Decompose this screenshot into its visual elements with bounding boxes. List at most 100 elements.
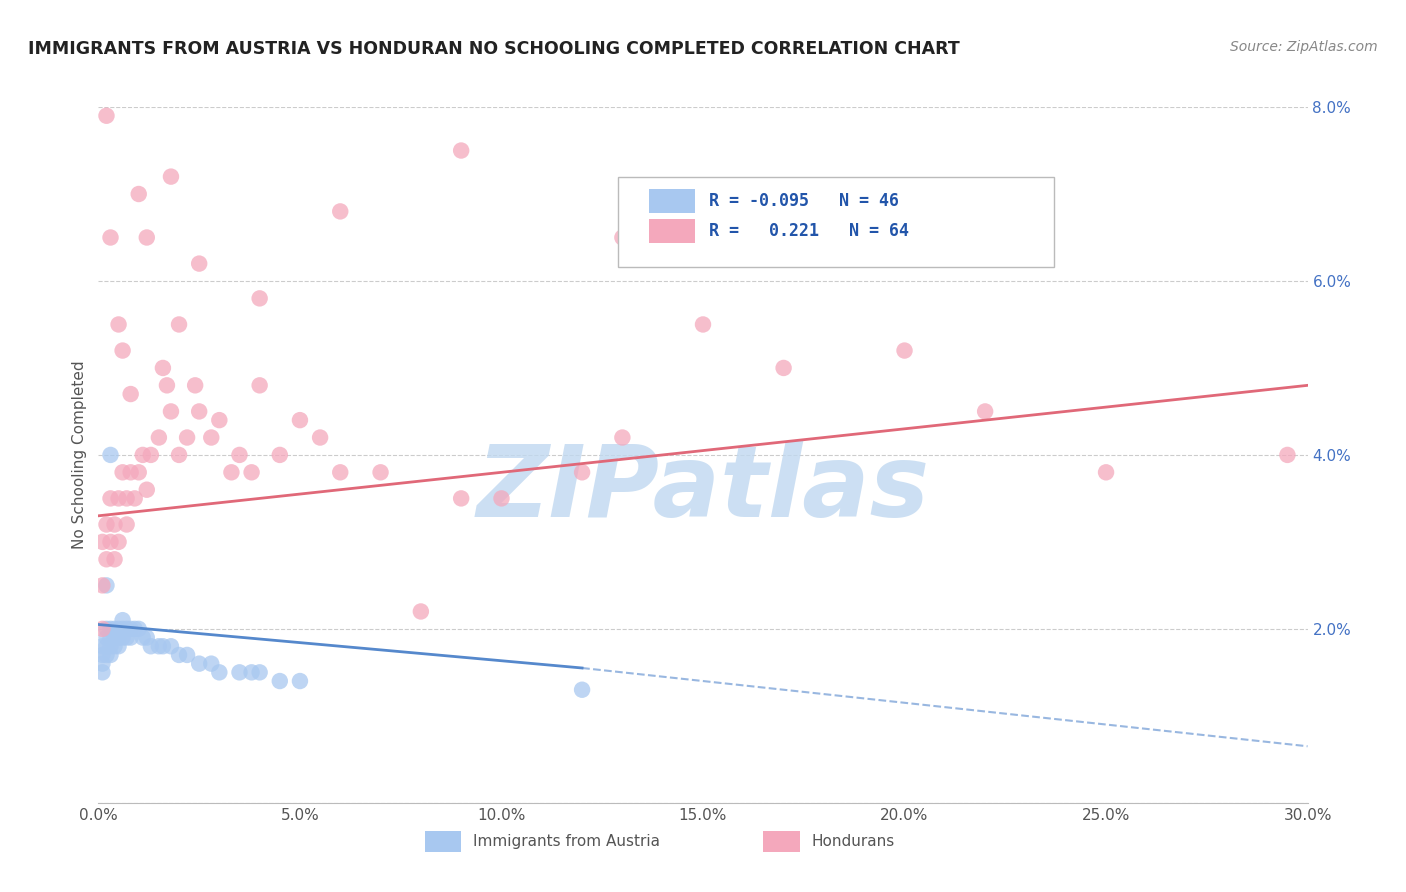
Point xyxy=(128,186,150,201)
Point xyxy=(120,466,142,480)
Point xyxy=(111,631,134,645)
Point xyxy=(269,448,291,462)
Point xyxy=(288,413,311,427)
Bar xyxy=(648,219,695,243)
Point xyxy=(692,318,714,332)
Point xyxy=(96,517,118,532)
Point xyxy=(91,657,114,671)
Point xyxy=(409,605,432,619)
Point xyxy=(160,639,183,653)
Point xyxy=(152,360,174,375)
Point xyxy=(100,639,122,653)
Point xyxy=(91,534,114,549)
Point xyxy=(249,378,271,392)
Text: Immigrants from Austria: Immigrants from Austria xyxy=(474,833,661,848)
Text: ZIPatlas: ZIPatlas xyxy=(477,442,929,538)
Point xyxy=(96,639,118,653)
Text: Source: ZipAtlas.com: Source: ZipAtlas.com xyxy=(1230,40,1378,54)
Point xyxy=(167,318,190,332)
Point xyxy=(103,552,125,566)
Point xyxy=(571,682,593,697)
Point xyxy=(491,491,513,506)
Point xyxy=(107,639,129,653)
Point xyxy=(450,144,472,158)
Point xyxy=(139,448,162,462)
Point xyxy=(111,343,134,358)
Point xyxy=(135,230,157,244)
Point xyxy=(124,622,146,636)
Point xyxy=(100,631,122,645)
Point xyxy=(107,622,129,636)
Point xyxy=(156,378,179,392)
Point xyxy=(120,622,142,636)
Point xyxy=(240,665,263,680)
Point xyxy=(100,491,122,506)
Point xyxy=(91,578,114,592)
Point xyxy=(91,648,114,662)
Point xyxy=(107,534,129,549)
Point xyxy=(152,639,174,653)
Point xyxy=(249,291,271,305)
Point xyxy=(184,378,207,392)
Point xyxy=(91,639,114,653)
Point xyxy=(1277,448,1299,462)
Point xyxy=(176,430,198,444)
Point xyxy=(139,639,162,653)
Point xyxy=(228,665,250,680)
Point xyxy=(132,448,155,462)
Point xyxy=(107,631,129,645)
Bar xyxy=(763,830,800,852)
Point xyxy=(571,466,593,480)
Text: R = -0.095   N = 46: R = -0.095 N = 46 xyxy=(709,192,898,210)
Point xyxy=(100,534,122,549)
Point xyxy=(103,517,125,532)
Point xyxy=(208,413,231,427)
Point xyxy=(148,430,170,444)
Point xyxy=(100,448,122,462)
Point xyxy=(103,631,125,645)
Point xyxy=(96,648,118,662)
FancyBboxPatch shape xyxy=(619,177,1053,267)
Point xyxy=(974,404,997,418)
Bar xyxy=(425,830,461,852)
Point xyxy=(111,613,134,627)
Point xyxy=(100,622,122,636)
Text: R =   0.221   N = 64: R = 0.221 N = 64 xyxy=(709,222,910,240)
Point xyxy=(450,491,472,506)
Point xyxy=(128,466,150,480)
Point xyxy=(115,517,138,532)
Point xyxy=(893,343,915,358)
Point xyxy=(100,648,122,662)
Point xyxy=(200,430,222,444)
Text: IMMIGRANTS FROM AUSTRIA VS HONDURAN NO SCHOOLING COMPLETED CORRELATION CHART: IMMIGRANTS FROM AUSTRIA VS HONDURAN NO S… xyxy=(28,40,960,58)
Point xyxy=(370,466,392,480)
Point xyxy=(208,665,231,680)
Point xyxy=(188,657,211,671)
Point xyxy=(160,404,183,418)
Point xyxy=(269,674,291,689)
Point xyxy=(135,631,157,645)
Text: Hondurans: Hondurans xyxy=(811,833,896,848)
Point xyxy=(188,257,211,271)
Point xyxy=(128,622,150,636)
Point xyxy=(107,491,129,506)
Point xyxy=(111,622,134,636)
Point xyxy=(167,448,190,462)
Point xyxy=(91,665,114,680)
Point xyxy=(1095,466,1118,480)
Point xyxy=(200,657,222,671)
Point xyxy=(100,230,122,244)
Y-axis label: No Schooling Completed: No Schooling Completed xyxy=(72,360,87,549)
Point xyxy=(329,466,352,480)
Point xyxy=(240,466,263,480)
Point xyxy=(176,648,198,662)
Point xyxy=(120,387,142,401)
Point xyxy=(228,448,250,462)
Bar xyxy=(648,189,695,213)
Point xyxy=(103,622,125,636)
Point xyxy=(96,109,118,123)
Point xyxy=(249,665,271,680)
Point xyxy=(124,491,146,506)
Point xyxy=(160,169,183,184)
Point xyxy=(221,466,243,480)
